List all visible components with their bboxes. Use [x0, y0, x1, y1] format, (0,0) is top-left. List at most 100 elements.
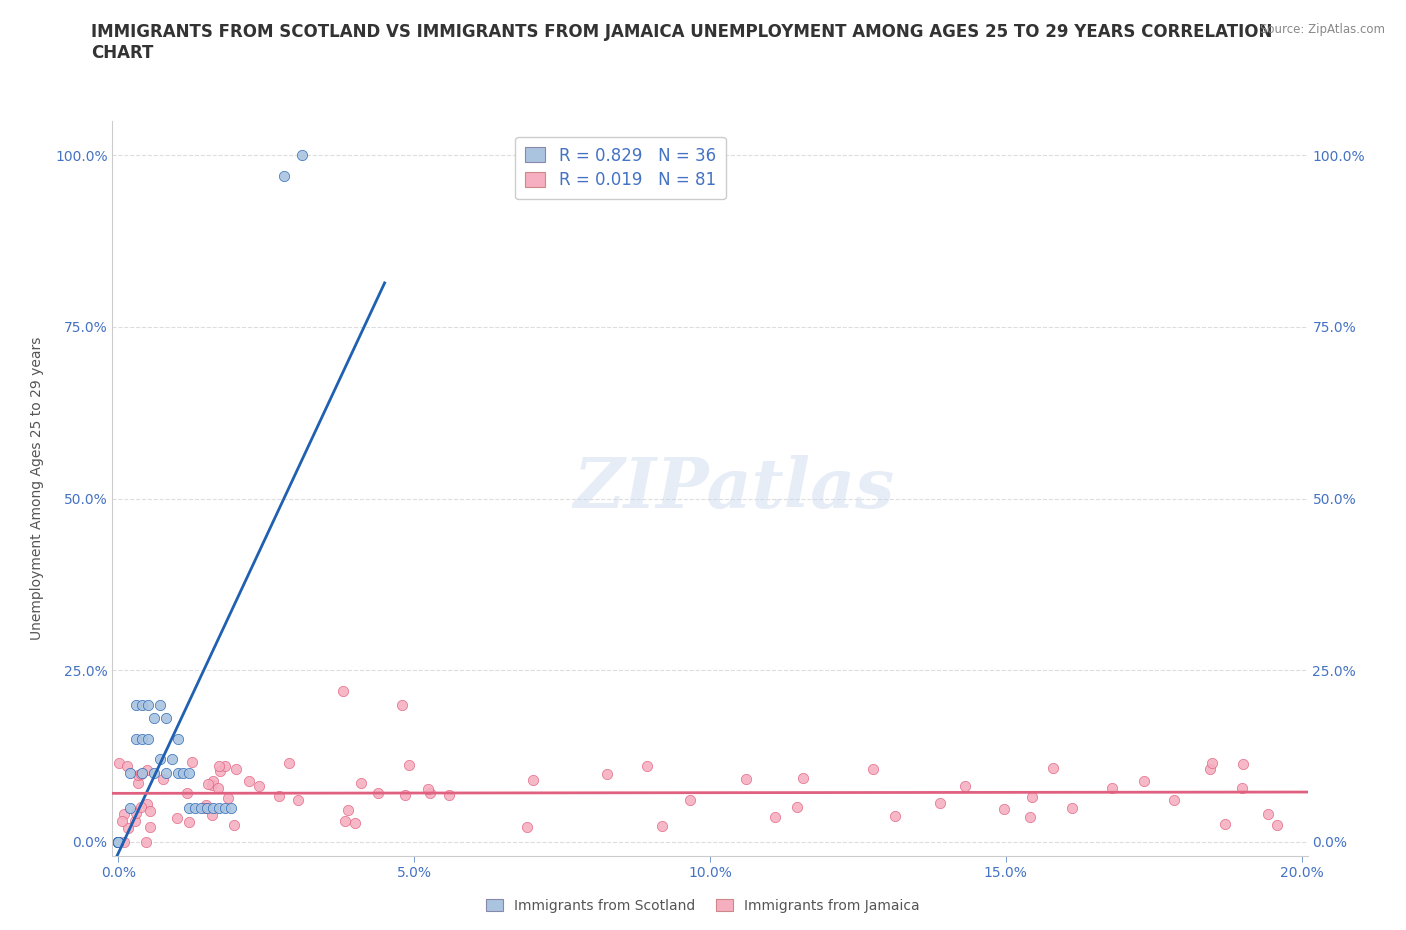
- Point: [125, 805, 148, 820]
- Point: [131, 731, 153, 746]
- Point: [201, 777, 224, 792]
- Point: [786, 799, 808, 814]
- Point: [202, 800, 225, 815]
- Point: [522, 773, 544, 788]
- Point: [107, 834, 129, 849]
- Point: [398, 757, 420, 772]
- Point: [155, 765, 177, 780]
- Point: [208, 759, 231, 774]
- Point: [249, 778, 271, 793]
- Point: [124, 814, 146, 829]
- Point: [335, 814, 357, 829]
- Point: [142, 765, 165, 780]
- Point: [1232, 757, 1254, 772]
- Point: [131, 698, 153, 712]
- Point: [208, 800, 231, 815]
- Point: [152, 772, 174, 787]
- Point: [107, 834, 129, 849]
- Point: [195, 800, 218, 815]
- Point: [735, 772, 758, 787]
- Point: [267, 789, 290, 804]
- Point: [1062, 801, 1084, 816]
- Point: [129, 767, 152, 782]
- Point: [636, 758, 658, 773]
- Point: [120, 800, 142, 815]
- Point: [219, 800, 242, 815]
- Point: [201, 774, 224, 789]
- Point: [190, 800, 212, 815]
- Point: [1019, 810, 1042, 825]
- Point: [418, 782, 440, 797]
- Point: [112, 807, 135, 822]
- Y-axis label: Unemployment Among Ages 25 to 29 years: Unemployment Among Ages 25 to 29 years: [30, 337, 44, 640]
- Point: [953, 778, 976, 793]
- Point: [238, 774, 260, 789]
- Point: [201, 807, 224, 822]
- Point: [142, 711, 165, 725]
- Point: [1265, 817, 1288, 832]
- Text: ZIPatlas: ZIPatlas: [574, 455, 894, 522]
- Point: [287, 792, 309, 807]
- Point: [1101, 780, 1123, 795]
- Legend: Immigrants from Scotland, Immigrants from Jamaica: Immigrants from Scotland, Immigrants fro…: [481, 894, 925, 919]
- Point: [1201, 755, 1223, 770]
- Point: [149, 698, 172, 712]
- Point: [136, 698, 159, 712]
- Point: [862, 761, 884, 776]
- Point: [207, 781, 229, 796]
- Point: [1199, 762, 1222, 777]
- Point: [179, 800, 201, 815]
- Point: [129, 799, 152, 814]
- Point: [135, 763, 157, 777]
- Point: [184, 800, 207, 815]
- Point: [993, 802, 1015, 817]
- Point: [419, 785, 441, 800]
- Point: [107, 834, 129, 849]
- Point: [1021, 790, 1043, 804]
- Point: [107, 834, 129, 849]
- Point: [180, 755, 202, 770]
- Point: [516, 819, 538, 834]
- Point: [394, 788, 416, 803]
- Point: [139, 804, 162, 818]
- Point: [179, 765, 201, 780]
- Point: [277, 756, 299, 771]
- Point: [172, 765, 194, 780]
- Point: [155, 711, 177, 725]
- Point: [166, 731, 188, 746]
- Point: [195, 798, 218, 813]
- Point: [596, 766, 619, 781]
- Point: [651, 818, 673, 833]
- Point: [110, 814, 132, 829]
- Text: IMMIGRANTS FROM SCOTLAND VS IMMIGRANTS FROM JAMAICA UNEMPLOYMENT AMONG AGES 25 T: IMMIGRANTS FROM SCOTLAND VS IMMIGRANTS F…: [91, 23, 1272, 62]
- Point: [391, 698, 413, 712]
- Point: [120, 765, 142, 780]
- Point: [214, 759, 236, 774]
- Point: [437, 787, 460, 802]
- Point: [792, 771, 814, 786]
- Point: [179, 815, 201, 830]
- Point: [214, 800, 236, 815]
- Point: [336, 803, 359, 817]
- Point: [208, 764, 231, 778]
- Point: [1257, 807, 1279, 822]
- Point: [127, 776, 149, 790]
- Point: [332, 684, 354, 698]
- Point: [273, 168, 295, 183]
- Point: [107, 755, 129, 770]
- Point: [127, 768, 149, 783]
- Point: [125, 731, 148, 746]
- Point: [222, 817, 245, 832]
- Point: [166, 811, 188, 826]
- Point: [929, 796, 952, 811]
- Point: [107, 834, 129, 849]
- Point: [763, 809, 786, 824]
- Point: [1230, 781, 1253, 796]
- Point: [367, 786, 389, 801]
- Point: [139, 819, 162, 834]
- Point: [884, 808, 907, 823]
- Point: [1163, 792, 1185, 807]
- Point: [679, 792, 702, 807]
- Point: [194, 801, 217, 816]
- Point: [197, 777, 219, 791]
